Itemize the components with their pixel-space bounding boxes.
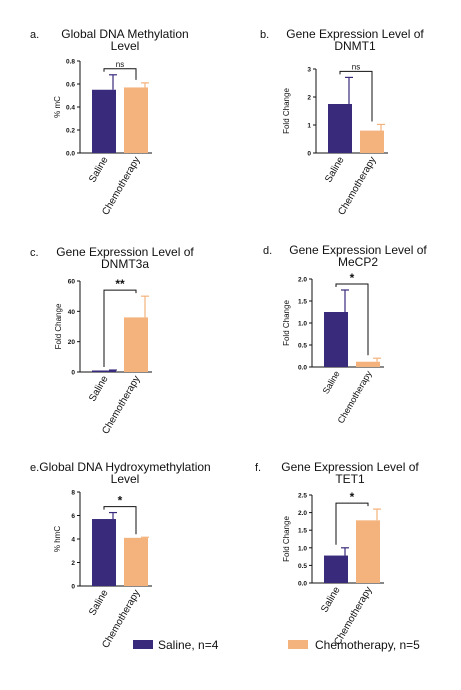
- y-tick-label: 1.5: [298, 528, 307, 535]
- y-axis-label: Fold Change: [282, 300, 291, 346]
- y-tick-label: 0.4: [66, 105, 75, 112]
- panel-letter: e.: [30, 462, 39, 474]
- legend-swatch-saline: [133, 640, 153, 649]
- y-tick-label: 4: [71, 537, 75, 544]
- significance-label: *: [350, 490, 355, 504]
- significance-bracket: [339, 70, 373, 122]
- category-label: Saline: [323, 155, 347, 185]
- y-tick-label: 60: [68, 279, 76, 286]
- y-tick-label: 8: [71, 490, 75, 497]
- category-label: Saline: [321, 369, 342, 396]
- chart-title: MeCP2: [338, 255, 378, 269]
- panel-letter: a.: [30, 29, 39, 41]
- y-tick-label: 1: [307, 123, 311, 130]
- y-tick-label: 0: [71, 370, 75, 377]
- significance-bracket: [335, 283, 369, 356]
- y-tick-label: 0.2: [66, 128, 75, 135]
- bar-chemotherapy: [356, 361, 380, 367]
- bar-saline: [328, 104, 352, 153]
- significance-bracket: [103, 68, 137, 80]
- significance-bracket: [103, 506, 137, 535]
- chart-title: Global DNA Methylation: [61, 27, 188, 41]
- chart-title: Gene Expression Level of: [281, 460, 419, 474]
- bar-chemotherapy: [360, 130, 384, 153]
- bar-saline: [92, 89, 116, 153]
- bar-saline: [324, 555, 348, 583]
- bar-chemotherapy: [124, 87, 148, 153]
- chart-title: Gene Expression Level of: [289, 243, 427, 257]
- significance-bracket: [103, 289, 137, 368]
- significance-label: *: [118, 494, 123, 508]
- y-tick-label: 0: [71, 584, 75, 591]
- legend-swatch-chemotherapy: [288, 640, 308, 649]
- y-tick-label: 6: [71, 513, 75, 520]
- y-tick-label: 2.0: [298, 277, 307, 284]
- chart-title: Global DNA Hydroxymethylation: [39, 460, 210, 474]
- y-tick-label: 0.5: [298, 343, 307, 350]
- bar-saline: [92, 519, 116, 586]
- legend-label: Chemotherapy, n=5: [315, 638, 420, 652]
- y-tick-label: 2.0: [298, 510, 307, 517]
- panel-letter: f.: [255, 462, 261, 474]
- bar-chemotherapy: [124, 537, 148, 586]
- chart-title: DNMT3a: [101, 257, 149, 271]
- y-tick-label: 0.0: [66, 151, 75, 158]
- y-tick-label: 3: [307, 67, 311, 74]
- y-axis-label: % mC: [53, 96, 62, 118]
- y-tick-label: 0.6: [66, 82, 75, 89]
- bar-chemotherapy: [356, 520, 380, 583]
- legend-label: Saline, n=4: [158, 638, 219, 652]
- y-axis-label: Fold Change: [282, 516, 291, 562]
- y-tick-label: 1.0: [298, 321, 307, 328]
- y-tick-label: 20: [68, 339, 76, 346]
- y-axis-label: Fold Change: [54, 303, 63, 349]
- chart-title: TET1: [335, 472, 365, 486]
- y-tick-label: 2: [71, 560, 75, 567]
- bar-saline: [324, 312, 348, 367]
- y-tick-label: 0.0: [298, 581, 307, 588]
- category-label: Saline: [87, 374, 111, 404]
- category-label: Chemotherapy: [336, 369, 374, 426]
- panel-letter: d.: [263, 245, 272, 257]
- y-tick-label: 0.8: [66, 59, 75, 66]
- chart-title: Gene Expression Level of: [286, 27, 424, 41]
- category-label: Saline: [319, 585, 343, 615]
- y-tick-label: 2: [307, 95, 311, 102]
- significance-bracket: [335, 502, 369, 545]
- chart-title: DNMT1: [334, 39, 376, 53]
- category-label: Saline: [87, 588, 111, 618]
- chart-title: Gene Expression Level of: [56, 245, 194, 259]
- y-axis-label: Fold Change: [282, 88, 291, 134]
- category-label: Saline: [87, 155, 111, 185]
- chart-title: Level: [111, 39, 140, 53]
- y-tick-label: 0.5: [298, 563, 307, 570]
- significance-label: ns: [352, 62, 360, 71]
- panel-letter: c.: [30, 247, 39, 259]
- chart-title: Level: [111, 472, 140, 486]
- significance-label: **: [115, 277, 125, 291]
- y-tick-label: 40: [68, 309, 76, 316]
- panel-letter: b.: [260, 29, 269, 41]
- y-tick-label: 1.0: [298, 545, 307, 552]
- y-tick-label: 0: [307, 151, 311, 158]
- significance-label: ns: [116, 60, 124, 69]
- y-tick-label: 2.5: [298, 493, 307, 500]
- y-axis-label: % hmC: [53, 526, 62, 552]
- significance-label: *: [350, 271, 355, 285]
- bar-chemotherapy: [124, 317, 148, 372]
- bar-saline: [92, 370, 116, 372]
- y-tick-label: 1.5: [298, 299, 307, 306]
- y-tick-label: 0.0: [298, 365, 307, 372]
